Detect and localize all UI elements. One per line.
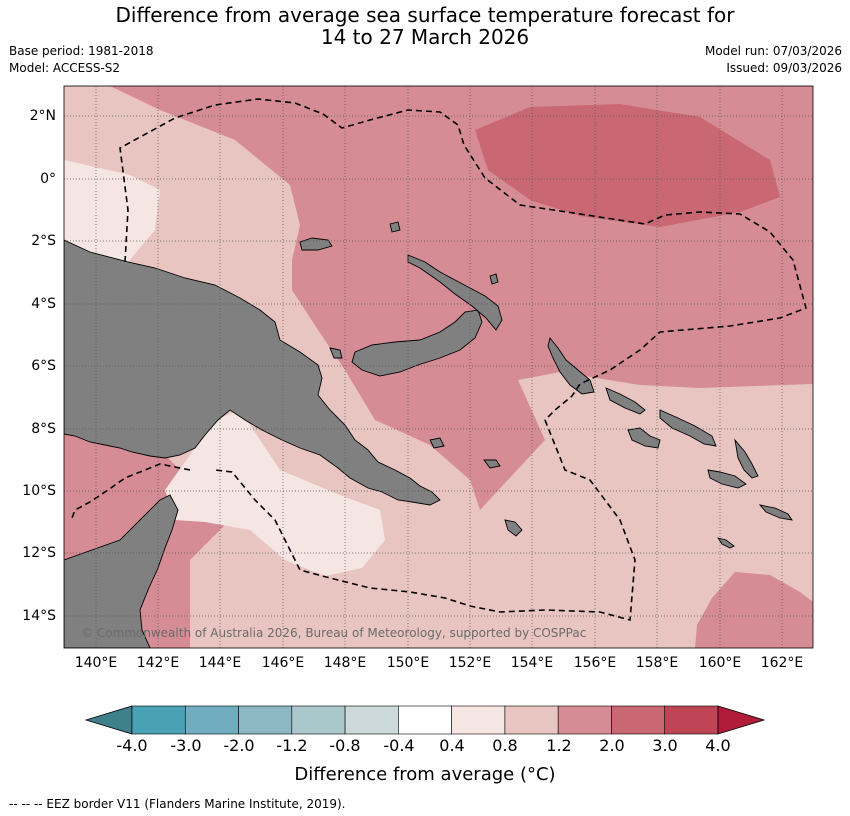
colorbar-tick: -2.0 bbox=[223, 736, 255, 755]
lon-label: 148°E bbox=[323, 655, 367, 671]
santa-isabel-island bbox=[659, 409, 717, 447]
lon-label: 146°E bbox=[261, 655, 305, 671]
chart-title: Difference from average sea surface temp… bbox=[0, 4, 850, 48]
landmasses bbox=[64, 221, 793, 648]
colorbar-segment bbox=[451, 705, 506, 735]
colorbar-tick: 1.2 bbox=[546, 736, 572, 755]
colorbar-segment bbox=[184, 705, 239, 735]
meta-left: Base period: 1981-2018 Model: ACCESS-S2 bbox=[9, 43, 154, 77]
colorbar-segment bbox=[557, 705, 612, 735]
islet-c bbox=[489, 273, 499, 285]
lat-label: 2°S bbox=[31, 233, 56, 249]
map-frame bbox=[63, 85, 814, 649]
colorbar-segment bbox=[344, 705, 399, 735]
lon-label: 150°E bbox=[386, 655, 430, 671]
colorbar-extend-high bbox=[717, 705, 766, 735]
islet-a bbox=[389, 221, 401, 233]
colorbar-tick: 3.0 bbox=[652, 736, 678, 755]
colorbar-segment bbox=[611, 705, 666, 735]
lon-label: 142°E bbox=[136, 655, 180, 671]
colorbar-tick: 4.0 bbox=[705, 736, 731, 755]
malaita-island bbox=[734, 438, 759, 479]
colorbar-tick: -4.0 bbox=[116, 736, 148, 755]
copyright-notice: © Commonwealth of Australia 2026, Bureau… bbox=[81, 626, 586, 640]
choiseul-island bbox=[605, 387, 646, 415]
eez-border bbox=[71, 98, 807, 622]
colorbar-tick: 2.0 bbox=[599, 736, 625, 755]
anomaly-band-2-0-to-3-0 bbox=[475, 104, 780, 227]
colorbar-tick: -3.0 bbox=[170, 736, 202, 755]
lon-label: 152°E bbox=[448, 655, 492, 671]
colorbar-segment bbox=[238, 705, 293, 735]
new-ireland bbox=[407, 254, 503, 331]
eez-legend: -- -- -- EEZ border V11 (Flanders Marine… bbox=[9, 797, 346, 811]
new-britain bbox=[351, 309, 483, 377]
colorbar-segment bbox=[504, 705, 559, 735]
issued-date: Issued: 09/03/2026 bbox=[726, 61, 842, 75]
lat-label: 12°S bbox=[22, 545, 56, 561]
colorbar-tick: -1.2 bbox=[276, 736, 308, 755]
lon-label: 162°E bbox=[760, 655, 804, 671]
model-name: Model: ACCESS-S2 bbox=[9, 61, 121, 75]
new-guinea bbox=[64, 239, 441, 506]
cape-york bbox=[64, 494, 179, 648]
model-run: Model run: 07/03/2026 bbox=[704, 44, 842, 58]
colorbar-tick: -0.8 bbox=[329, 736, 361, 755]
dentrecasteaux-islet bbox=[429, 437, 445, 449]
lat-label: 4°S bbox=[31, 296, 56, 312]
makira-island bbox=[707, 469, 747, 489]
colorbar-segment bbox=[131, 705, 186, 735]
lon-label: 144°E bbox=[198, 655, 242, 671]
colorbar bbox=[84, 705, 766, 735]
temotu-islet bbox=[716, 537, 735, 549]
islet-b bbox=[329, 347, 343, 359]
colorbar-tick: 0.4 bbox=[439, 736, 465, 755]
graticule bbox=[64, 86, 813, 648]
lat-label: 2°N bbox=[29, 108, 56, 124]
title-line-2: 14 to 27 March 2026 bbox=[320, 25, 530, 49]
lon-label: 154°E bbox=[510, 655, 554, 671]
lon-label: 156°E bbox=[573, 655, 617, 671]
guadalcanal-island bbox=[627, 427, 661, 449]
lat-label: 0° bbox=[40, 171, 56, 187]
lon-label: 140°E bbox=[74, 655, 118, 671]
colorbar-segment bbox=[398, 705, 452, 735]
anomaly-band-1-2-to-2-0-southeast bbox=[695, 572, 813, 648]
trobriand-islet bbox=[483, 459, 501, 469]
anomaly-band-0-4-to-0-8-west bbox=[64, 160, 160, 262]
lon-label: 158°E bbox=[635, 655, 679, 671]
lat-label: 8°S bbox=[31, 421, 56, 437]
rennell-island bbox=[758, 504, 793, 521]
colorbar-tick: 0.8 bbox=[492, 736, 518, 755]
eez-png-north bbox=[119, 98, 807, 421]
lat-label: 10°S bbox=[22, 483, 56, 499]
louisiade-islet bbox=[504, 519, 523, 537]
eez-torres-strait bbox=[71, 463, 191, 519]
colorbar-title: Difference from average (°C) bbox=[294, 764, 556, 785]
meta-right: Model run: 07/03/2026 Issued: 09/03/2026 bbox=[705, 43, 842, 77]
eez-solomon-south bbox=[214, 419, 636, 622]
base-period: Base period: 1981-2018 bbox=[9, 44, 154, 58]
colorbar-segment bbox=[291, 705, 346, 735]
colorbar-tick: -0.4 bbox=[383, 736, 415, 755]
colorbar-segment bbox=[664, 705, 719, 735]
lon-label: 160°E bbox=[698, 655, 742, 671]
anomaly-band-0-4-to-0-8-south bbox=[165, 410, 385, 576]
lat-label: 14°S bbox=[22, 608, 56, 624]
lat-label: 6°S bbox=[31, 358, 56, 374]
colorbar-extend-low bbox=[84, 705, 133, 735]
title-line-1: Difference from average sea surface temp… bbox=[115, 3, 735, 27]
